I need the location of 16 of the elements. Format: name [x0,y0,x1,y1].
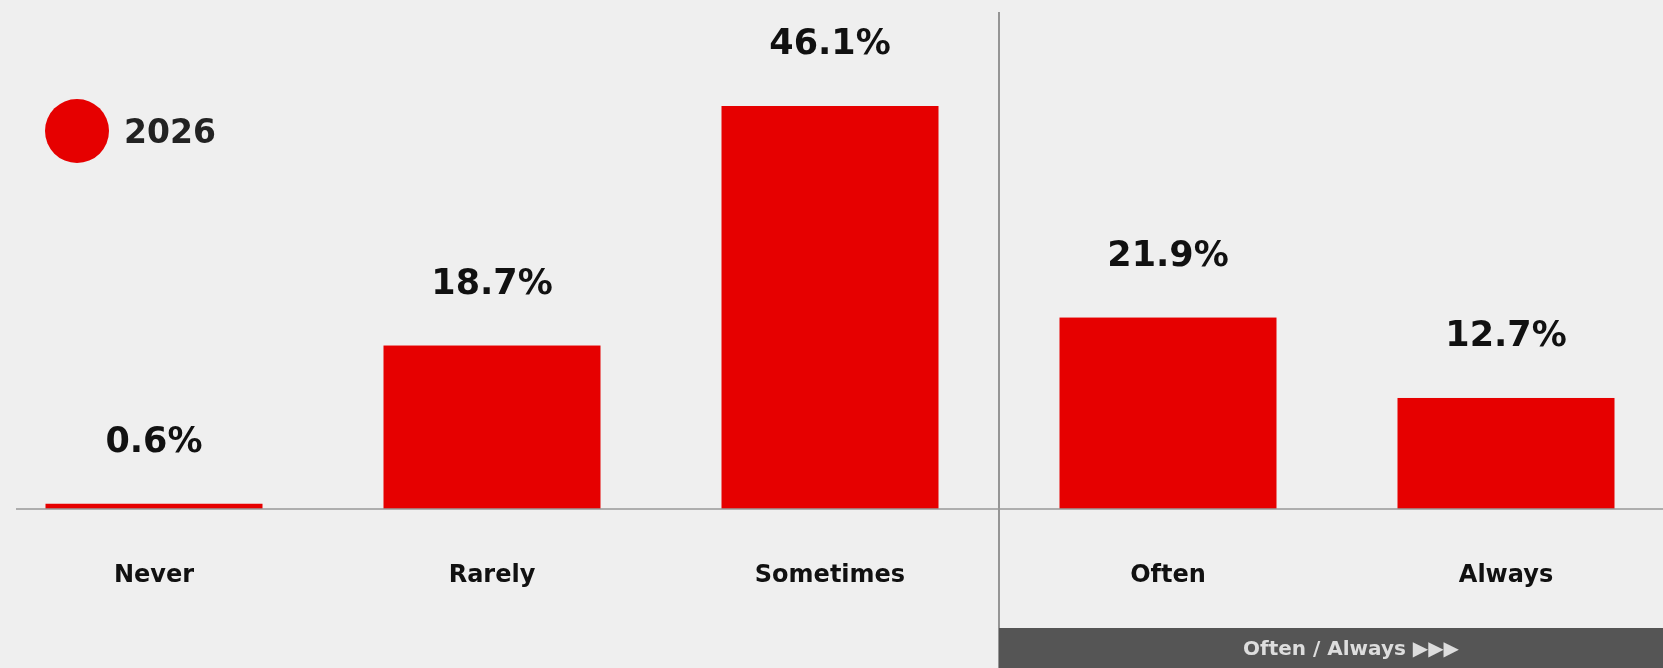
text: Often / Always ▶▶▶ [1242,636,1460,660]
x-tick-label: Often [1130,560,1206,588]
bar [383,345,601,509]
legend-label: 2026 [124,112,216,151]
x-tick-label: Rarely [448,560,536,588]
bar [1397,397,1615,509]
data-label: 12.7% [1445,313,1567,354]
x-tick-label: Always [1458,560,1554,588]
x-tick-label: Sometimes [754,560,906,588]
bar [721,106,939,509]
data-label: 46.1% [769,22,891,62]
data-label: 18.7% [431,261,553,302]
data-label: 21.9% [1107,233,1229,274]
data-label: 0.6% [105,419,203,460]
bar [1059,317,1277,509]
x-tick-label: Never [113,560,195,588]
